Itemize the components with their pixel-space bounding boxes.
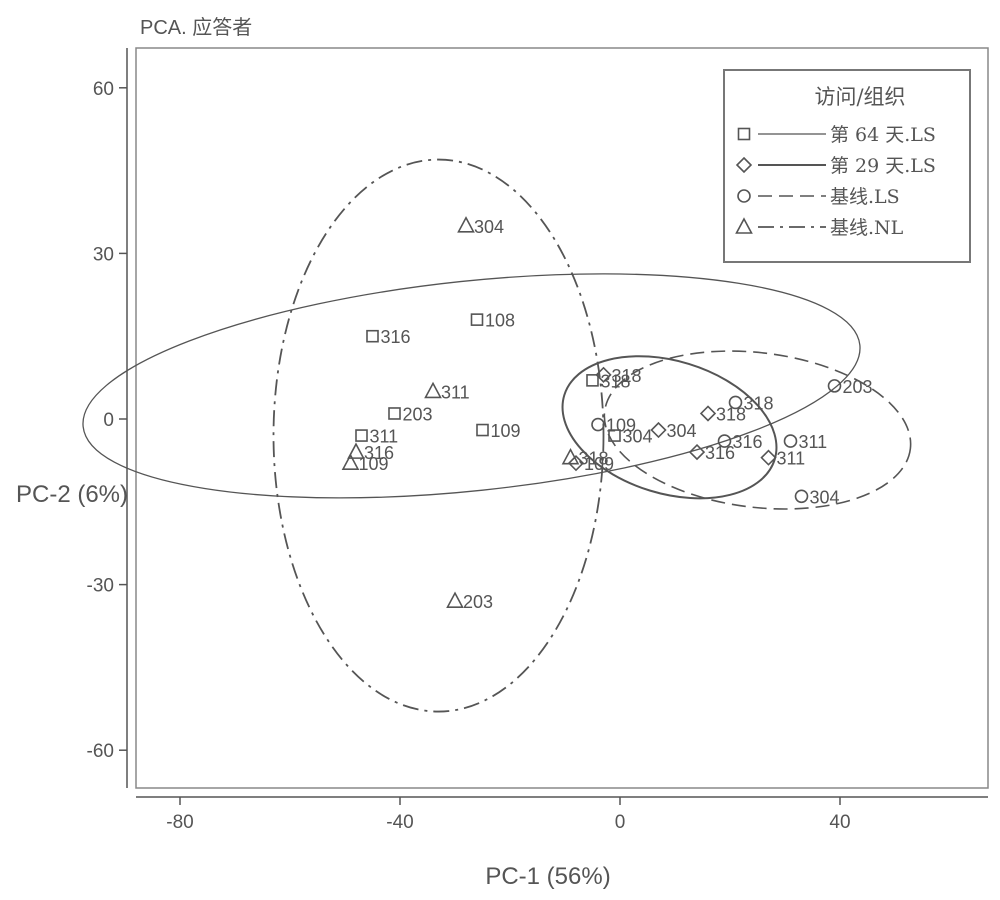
x-tick-label-3: 40 xyxy=(829,812,850,833)
legend-marker-3 xyxy=(735,217,753,234)
point-s1-1 xyxy=(699,405,717,422)
point-label-s1-4: 311 xyxy=(777,449,806,469)
point-label-s2-4: 311 xyxy=(799,432,828,452)
legend-marker-1 xyxy=(735,156,753,174)
x-tick-label-1: -40 xyxy=(386,812,413,833)
point-label-s1-1: 318 xyxy=(716,404,746,424)
point-s3-1 xyxy=(424,381,442,399)
point-s2-5 xyxy=(794,489,809,504)
y-axis-title: PC-2 (6%) xyxy=(16,481,128,508)
y-tick-label-4: -60 xyxy=(87,741,114,762)
point-label-s3-4: 318 xyxy=(579,449,609,469)
point-label-s3-5: 203 xyxy=(463,592,493,612)
y-tick-label-3: -30 xyxy=(87,576,114,597)
point-s3-4 xyxy=(561,447,580,465)
point-label-s0-4: 109 xyxy=(491,421,521,441)
ellipse-series-3 xyxy=(272,158,605,713)
legend-marker-2 xyxy=(737,189,751,203)
legend-marker-0 xyxy=(737,127,751,141)
point-s1-4 xyxy=(760,449,777,466)
point-s1-2 xyxy=(650,421,667,439)
point-label-s3-0: 304 xyxy=(474,217,504,237)
point-label-s1-3: 316 xyxy=(705,443,735,463)
point-label-s0-5: 304 xyxy=(623,427,653,447)
point-label-s2-1: 318 xyxy=(744,393,774,413)
point-s0-5 xyxy=(608,429,621,442)
point-label-s0-2: 203 xyxy=(403,404,433,424)
legend-title: 访问/组织 xyxy=(814,85,905,109)
point-label-s2-2: 109 xyxy=(606,416,636,436)
y-tick-label-0: 60 xyxy=(93,79,114,100)
plot-area-frame xyxy=(135,47,989,789)
point-s1-0 xyxy=(595,366,612,383)
point-s2-0 xyxy=(827,379,842,393)
point-label-s0-0: 108 xyxy=(485,311,515,331)
point-label-s0-3: 311 xyxy=(370,427,399,447)
point-s2-2 xyxy=(591,417,605,432)
point-s0-6 xyxy=(586,374,599,387)
x-axis-title: PC-1 (56%) xyxy=(485,863,610,890)
point-s3-5 xyxy=(446,591,464,608)
point-s2-1 xyxy=(728,395,743,410)
point-s3-0 xyxy=(457,216,475,233)
ellipse-series-0 xyxy=(82,273,861,499)
point-label-s1-0: 318 xyxy=(612,366,642,386)
legend-label-0: 第 64 天.LS xyxy=(830,124,936,146)
point-label-s2-0: 203 xyxy=(843,377,873,397)
legend-label-2: 基线.LS xyxy=(830,186,900,208)
point-label-s1-2: 304 xyxy=(667,421,697,441)
point-label-s3-1: 311 xyxy=(441,382,470,402)
axes: -80 -40 0 40 60 30 0 -30 -60 xyxy=(87,48,988,833)
point-label-s1-5: 109 xyxy=(584,454,614,474)
x-tick-label-0: -80 xyxy=(166,812,193,833)
point-label-s3-2: 316 xyxy=(364,443,394,463)
x-tick-label-2: 0 xyxy=(615,812,626,833)
point-s3-2 xyxy=(347,442,365,459)
point-s0-0 xyxy=(470,313,484,326)
legend-label-1: 第 29 天.LS xyxy=(830,155,936,177)
ellipse-series-2 xyxy=(603,350,912,510)
point-label-s3-3: 109 xyxy=(359,454,389,474)
chart-title: PCA. 应答者 xyxy=(140,16,252,39)
point-label-s2-5: 304 xyxy=(810,487,840,507)
point-s3-3 xyxy=(341,453,360,470)
point-s1-3 xyxy=(688,443,706,461)
point-s2-3 xyxy=(717,434,732,448)
y-tick-label-1: 30 xyxy=(93,244,114,265)
point-s2-4 xyxy=(783,434,798,448)
legend-label-3: 基线.NL xyxy=(830,217,904,239)
y-tick-label-2: 0 xyxy=(103,410,114,431)
point-label-s2-3: 316 xyxy=(733,432,763,452)
point-s1-5 xyxy=(567,455,585,472)
point-s0-3 xyxy=(355,429,368,442)
point-s0-1 xyxy=(366,329,379,343)
legend: 访问/组织 第 64 天.LS 第 29 天.LS 基线.LS 基线.NL xyxy=(723,69,971,263)
point-s0-2 xyxy=(388,407,401,420)
point-s0-4 xyxy=(476,423,489,437)
point-label-s0-1: 316 xyxy=(381,327,411,347)
